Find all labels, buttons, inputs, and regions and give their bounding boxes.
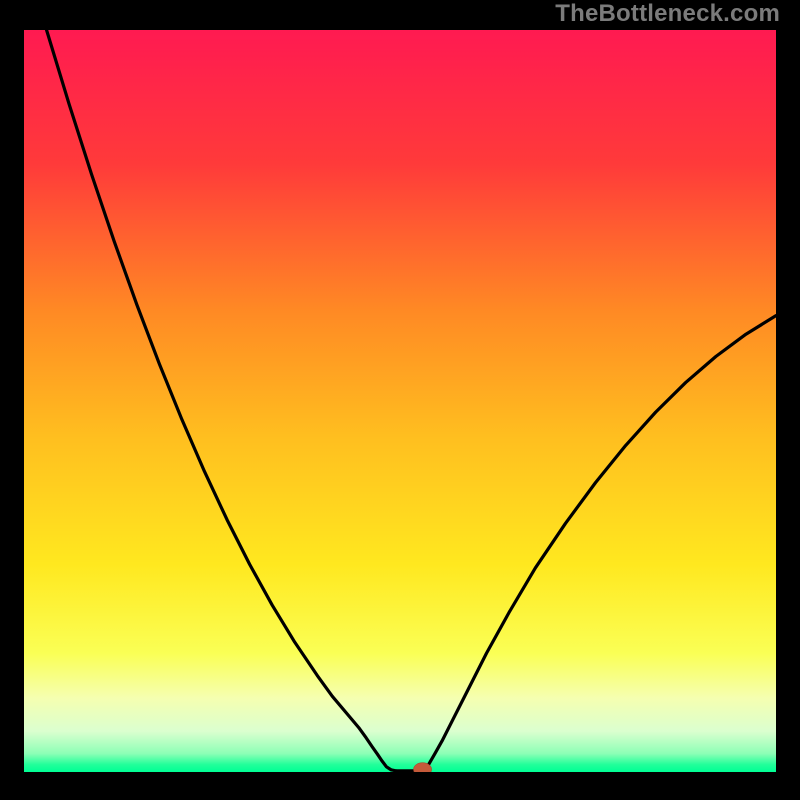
chart-frame: TheBottleneck.com: [0, 0, 800, 800]
gradient-background: [24, 30, 776, 772]
chart-svg: [24, 30, 776, 772]
watermark-label: TheBottleneck.com: [555, 0, 780, 28]
plot-area: [24, 30, 776, 772]
